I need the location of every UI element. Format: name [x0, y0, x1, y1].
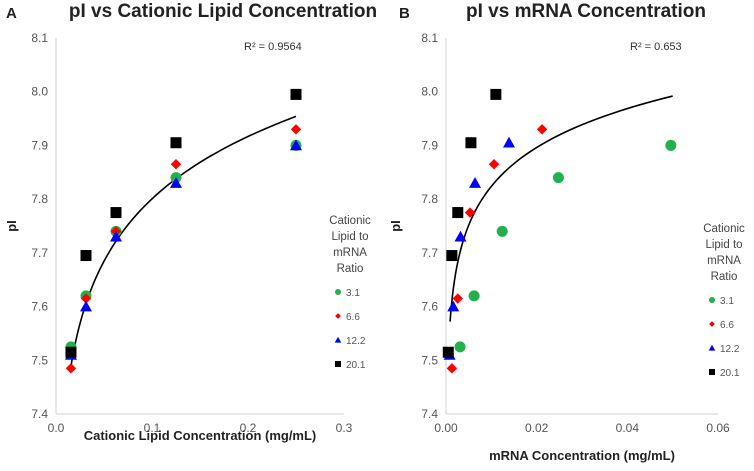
trendline	[69, 115, 297, 370]
legend-title-line: mRNA	[707, 255, 741, 267]
data-point-12-2	[110, 230, 122, 242]
legend-entry-label: 20.1	[346, 360, 366, 371]
data-point-12-2	[80, 300, 92, 312]
legend-title-line: Cationic	[703, 223, 745, 235]
legend-title-line: mRNA	[333, 247, 367, 259]
legend-marker-6-6	[335, 313, 341, 319]
x-tick-label: 0.00	[434, 421, 458, 435]
chart-title: pI vs Cationic Lipid Concentration	[69, 1, 377, 22]
legend-entry-label: 3.1	[346, 288, 360, 299]
y-tick-label: 7.4	[31, 407, 48, 421]
y-tick-label: 7.7	[421, 246, 438, 260]
y-tick-label: 8.0	[421, 85, 438, 99]
data-point-20-1	[80, 250, 92, 262]
data-point-3-1	[552, 172, 564, 184]
legend: Cationic Lipid to mRNA Ratio 3.1 6.6 12.2 20.1	[329, 215, 371, 371]
data-point-20-1	[490, 88, 502, 100]
data-point-6-6	[290, 124, 302, 135]
chart-title: pI vs mRNA Concentration	[466, 1, 706, 22]
legend-title-line: Ratio	[337, 263, 364, 275]
legend-title-line: Ratio	[711, 271, 738, 283]
x-tick-label: 0.06	[706, 421, 730, 435]
data-point-20-1	[446, 250, 458, 262]
y-axis-title: pI	[388, 220, 403, 232]
data-point-20-1	[465, 137, 477, 149]
x-tick-label: 0.1	[144, 421, 161, 435]
legend: Cationic Lipid to mRNA Ratio 3.1 6.6 12.2 20.1	[703, 223, 745, 379]
x-axis-title: mRNA Concentration (mg/mL)	[489, 448, 675, 463]
data-point-12-2	[503, 136, 516, 148]
legend-entry-label: 12.2	[346, 336, 366, 347]
data-point-6-6	[170, 159, 182, 170]
y-tick-label: 7.9	[421, 138, 438, 152]
r-squared-label: R² = 0.653	[630, 41, 682, 53]
data-point-12-2	[170, 177, 182, 188]
legend-marker-6-6	[709, 321, 715, 327]
data-point-6-6	[80, 293, 92, 304]
data-point-20-1	[452, 207, 464, 219]
y-tick-label: 8.1	[421, 31, 438, 45]
x-tick-label: 0.3	[336, 421, 353, 435]
legend-title-line: Cationic	[329, 215, 371, 227]
y-tick-label: 7.9	[31, 138, 48, 152]
data-point-6-6	[65, 363, 77, 374]
y-tick-label: 7.7	[31, 246, 48, 260]
panel-letter: A	[6, 5, 17, 22]
data-point-6-6	[488, 159, 500, 170]
legend-marker-12-2	[708, 344, 716, 351]
data-point-6-6	[452, 293, 463, 304]
data-point-20-1	[65, 346, 77, 358]
data-point-3-1	[496, 225, 508, 237]
x-tick-label: 0.2	[240, 421, 257, 435]
legend-entry-label: 6.6	[346, 312, 360, 323]
y-tick-label: 8.0	[31, 85, 48, 99]
x-axis-title: Cationic Lipid Concentration (mg/mL)	[84, 428, 317, 443]
trendline	[449, 95, 673, 322]
y-tick-label: 8.1	[31, 31, 48, 45]
legend-title-line: Lipid to	[705, 239, 742, 251]
data-point-20-1	[290, 88, 302, 100]
data-point-20-1	[170, 137, 182, 149]
data-point-20-1	[442, 346, 454, 358]
data-point-3-1	[468, 290, 480, 302]
x-tick-label: 0.02	[525, 421, 549, 435]
data-point-12-2	[469, 177, 482, 188]
legend-entry-label: 6.6	[720, 320, 734, 331]
y-tick-label: 7.8	[421, 192, 438, 206]
y-tick-label: 7.8	[31, 192, 48, 206]
y-tick-label: 7.5	[421, 353, 438, 367]
panel-letter: B	[399, 5, 410, 22]
legend-entry-label: 3.1	[720, 296, 734, 307]
data-point-6-6	[446, 363, 458, 374]
data-point-3-1	[665, 139, 677, 151]
data-point-6-6	[536, 124, 548, 135]
legend-marker-12-2	[334, 336, 342, 343]
y-tick-label: 7.4	[421, 407, 438, 421]
legend-marker-20-1	[708, 368, 716, 376]
data-point-3-1	[454, 341, 466, 353]
data-point-12-2	[454, 230, 467, 242]
data-point-12-2	[447, 300, 460, 312]
legend-marker-3-1	[708, 296, 716, 304]
legend-marker-20-1	[334, 360, 342, 368]
legend-marker-3-1	[334, 288, 342, 296]
data-point-12-2	[290, 139, 302, 151]
y-tick-label: 7.6	[421, 300, 438, 314]
y-axis-title: pI	[4, 220, 19, 232]
legend-entry-label: 12.2	[720, 344, 740, 355]
legend-entry-label: 20.1	[720, 368, 740, 379]
data-point-6-6	[464, 207, 476, 218]
x-tick-label: 0.0	[48, 421, 65, 435]
y-tick-label: 7.5	[31, 353, 48, 367]
y-tick-label: 7.6	[31, 300, 48, 314]
x-tick-label: 0.04	[616, 421, 640, 435]
data-point-20-1	[110, 207, 122, 219]
legend-title-line: Lipid to	[331, 231, 368, 243]
r-squared-label: R² = 0.9564	[244, 41, 302, 53]
